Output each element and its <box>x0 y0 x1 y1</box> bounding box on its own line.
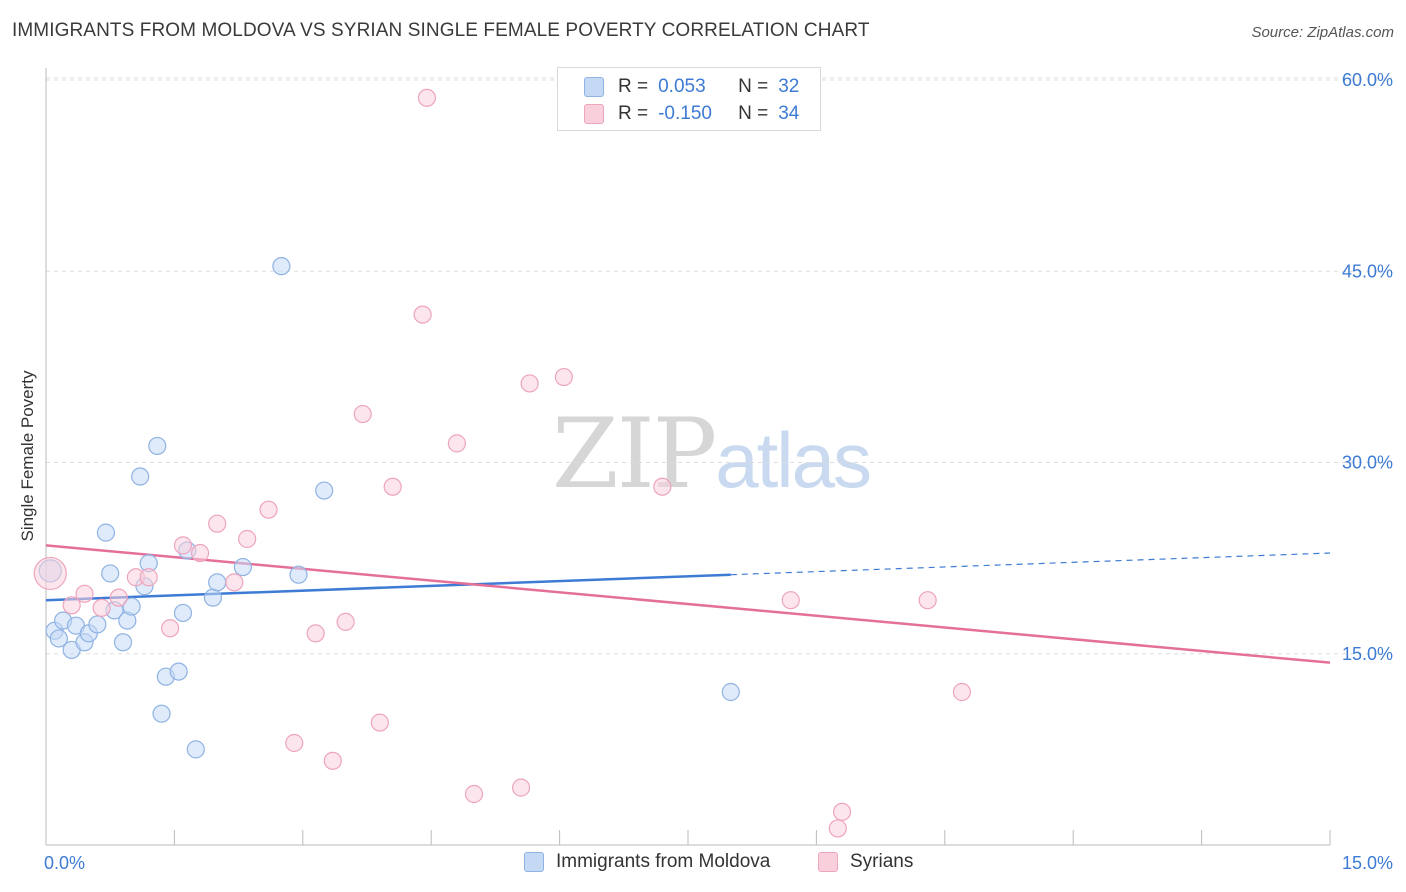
point-syrians <box>383 477 402 496</box>
point-moldova <box>233 557 252 577</box>
point-syrians <box>781 591 800 610</box>
point-syrians <box>306 624 325 643</box>
point-moldova <box>169 662 188 681</box>
legend-label-syrians: Syrians <box>850 851 914 872</box>
point-syrians <box>952 682 972 702</box>
point-moldova <box>208 573 227 592</box>
legend-r-value: -0.150 <box>658 103 712 124</box>
legend-row-syrians: R = -0.150 N = 34 <box>584 102 799 126</box>
chart-title: IMMIGRANTS FROM MOLDOVA VS SYRIAN SINGLE… <box>12 20 870 41</box>
point-moldova <box>152 704 171 723</box>
watermark-zip: ZIP <box>552 398 717 510</box>
legend-n-label: N = <box>738 103 769 124</box>
point-moldova <box>272 257 291 276</box>
point-moldova <box>49 629 68 648</box>
legend-swatch-blue <box>584 77 604 97</box>
legend-n-value: 34 <box>778 103 800 124</box>
point-syrians <box>139 568 158 587</box>
legend-n-value: 32 <box>778 76 800 97</box>
y-tick-label: 30.0% <box>1342 453 1393 473</box>
point-syrians <box>323 751 342 770</box>
legend-row-moldova: R = 0.053 N = 32 <box>584 75 799 99</box>
point-syrians <box>190 543 210 563</box>
point-syrians <box>75 584 94 603</box>
legend-swatch-pink <box>818 852 838 872</box>
point-moldova <box>113 633 133 652</box>
y-tick-label: 60.0% <box>1342 70 1393 90</box>
point-syrians <box>238 529 257 549</box>
point-syrians <box>413 305 432 324</box>
point-syrians <box>417 88 437 107</box>
point-syrians <box>520 374 539 393</box>
point-moldova <box>203 588 223 607</box>
tick-label-layer: 15.0% 30.0% 45.0% 60.0% 0.0% 15.0% <box>44 70 1393 873</box>
legend-swatch-pink <box>584 104 604 124</box>
point-moldova <box>122 597 141 616</box>
legend-r-label: R = <box>618 103 649 124</box>
trendline-syrians <box>45 544 1331 664</box>
point-syrians <box>161 619 180 638</box>
watermark-atlas: atlas <box>715 416 872 504</box>
series-legend: Immigrants from Moldova Syrians <box>0 851 1406 879</box>
x-tick-label: 15.0% <box>1342 853 1393 873</box>
trendline-moldova-extension <box>730 552 1331 576</box>
point-syrians <box>370 713 389 732</box>
axis-layer <box>45 68 1331 846</box>
legend-item-moldova[interactable]: Immigrants from Moldova <box>524 851 770 873</box>
legend-n-label: N = <box>738 76 769 97</box>
point-moldova <box>289 565 308 584</box>
point-syrians <box>33 556 67 591</box>
point-syrians <box>225 573 244 592</box>
source-credit: Source: ZipAtlas.com <box>1251 24 1394 41</box>
point-moldova <box>131 467 150 486</box>
point-syrians <box>447 434 466 453</box>
point-moldova <box>721 682 740 702</box>
legend-r-value: 0.053 <box>658 76 706 97</box>
point-syrians <box>208 514 227 533</box>
point-syrians <box>109 588 128 607</box>
point-syrians <box>653 477 672 496</box>
correlation-legend: R = 0.053 N = 32 R = -0.150 N = 34 <box>557 67 821 131</box>
point-syrians <box>511 778 531 797</box>
point-syrians <box>173 536 193 555</box>
legend-swatch-blue <box>524 852 544 872</box>
point-moldova <box>148 436 167 456</box>
point-syrians <box>336 612 355 631</box>
trend-layer <box>45 544 1331 664</box>
point-syrians <box>353 404 372 424</box>
point-syrians <box>92 598 111 617</box>
point-syrians <box>918 591 937 610</box>
point-moldova <box>101 564 120 583</box>
point-moldova <box>96 523 116 542</box>
point-syrians <box>554 367 573 387</box>
point-syrians <box>62 596 81 615</box>
y-tick-label: 45.0% <box>1342 261 1393 281</box>
trendline-moldova <box>45 573 731 602</box>
point-syrians <box>285 733 304 753</box>
point-syrians <box>259 500 278 519</box>
point-moldova <box>173 603 193 623</box>
x-tick-label: 0.0% <box>44 853 85 873</box>
watermark: ZIPatlas <box>552 398 872 510</box>
y-tick-label: 15.0% <box>1342 644 1393 664</box>
point-layer <box>33 88 972 838</box>
point-syrians <box>464 784 484 804</box>
point-syrians <box>832 802 852 821</box>
legend-label-moldova: Immigrants from Moldova <box>556 851 771 872</box>
point-moldova <box>88 615 107 634</box>
legend-item-syrians[interactable]: Syrians <box>818 851 913 873</box>
legend-r-label: R = <box>618 76 649 97</box>
point-moldova <box>186 740 205 759</box>
point-syrians <box>828 819 847 838</box>
point-moldova <box>315 481 334 500</box>
